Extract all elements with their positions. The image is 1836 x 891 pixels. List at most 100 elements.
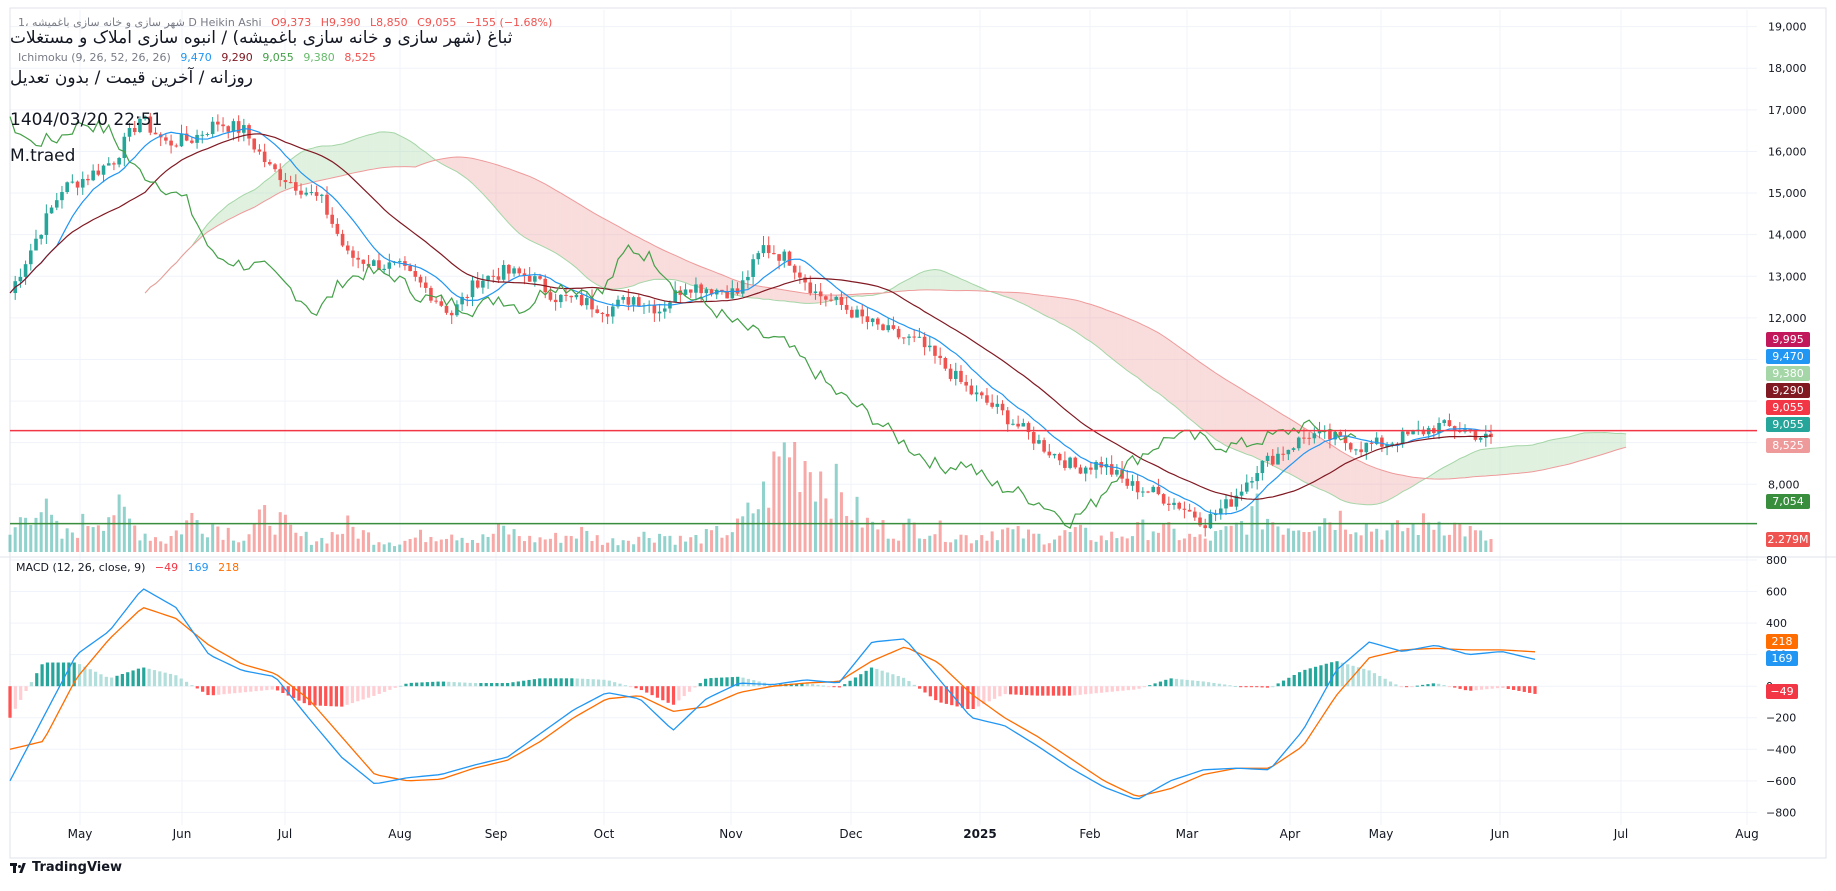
cloud-segment	[1527, 444, 1533, 473]
cloud-segment	[352, 138, 359, 174]
volume-bar	[1177, 540, 1181, 552]
macd-histogram-bar	[1511, 686, 1516, 690]
candle-body	[49, 207, 54, 214]
macd-histogram-bar	[896, 676, 900, 687]
candle-body	[948, 368, 953, 379]
macd-histogram-bar	[1260, 686, 1264, 688]
cloud-segment	[1506, 446, 1512, 475]
macd-histogram-bar	[382, 686, 387, 692]
volume-bar	[1167, 522, 1171, 552]
candle-body	[1115, 470, 1119, 475]
candle-body	[1026, 423, 1031, 433]
cloud-segment	[238, 194, 244, 215]
macd-histogram-bar	[190, 685, 194, 687]
volume-bar	[1489, 539, 1493, 552]
macd-histogram-bar	[270, 686, 274, 690]
volume-bar	[1416, 534, 1420, 552]
cloud-segment	[1215, 373, 1221, 443]
candle-body	[1109, 464, 1114, 475]
candle-body	[309, 192, 314, 194]
macd-histogram-bar	[1490, 686, 1494, 689]
volume-bar	[1354, 532, 1358, 552]
time-tick-label: Jun	[1490, 827, 1510, 841]
cloud-segment	[254, 186, 260, 208]
candle-body	[1057, 453, 1062, 461]
candle-body	[1031, 432, 1036, 444]
candle-body	[138, 118, 142, 133]
candle-body	[1489, 433, 1493, 438]
macd-tick-label: −400	[1766, 743, 1796, 756]
candle-body	[938, 355, 942, 358]
volume-bar	[393, 546, 397, 552]
cloud-segment	[321, 146, 327, 181]
volume-bar	[850, 520, 854, 552]
cloud-segment	[259, 181, 265, 205]
macd-histogram-bar	[1003, 686, 1007, 695]
volume-bar	[96, 525, 100, 552]
symbol-title: ثباغ (شهر سازی و خانه سازی باغمیشه) / ان…	[10, 28, 513, 48]
candle-body	[387, 262, 392, 269]
volume-bar	[1156, 532, 1160, 552]
candle-body	[179, 133, 184, 147]
macd-signal-value: 218	[218, 561, 240, 574]
macd-histogram-bar	[950, 686, 954, 706]
candle-body	[340, 233, 345, 246]
volume-bar	[902, 523, 906, 552]
macd-histogram-bar	[1057, 686, 1061, 696]
candle-body	[1078, 467, 1083, 474]
time-tick-label: Feb	[1079, 827, 1100, 841]
candle-body	[787, 251, 792, 266]
macd-hist-value: −49	[154, 561, 179, 574]
macd-histogram-bar	[1287, 677, 1291, 687]
candle-body	[850, 309, 854, 318]
volume-bar	[112, 515, 116, 552]
cloud-segment	[337, 143, 343, 177]
cloud-segment	[1153, 330, 1159, 394]
volume-bar	[626, 540, 630, 552]
price-label-text: 9,995	[1772, 333, 1804, 346]
cloud-segment	[1262, 401, 1268, 463]
macd-histogram-bar	[1180, 679, 1184, 687]
candle-body	[1447, 420, 1452, 427]
cloud-segment	[306, 148, 312, 184]
candle-body	[621, 297, 625, 300]
cloud-segment	[1568, 435, 1575, 465]
volume-bar	[1016, 526, 1020, 552]
candle-body	[18, 276, 23, 282]
volume-bar	[569, 536, 573, 552]
volume-bar	[1182, 538, 1186, 552]
macd-histogram-bar	[227, 686, 231, 694]
candle-body	[652, 304, 657, 314]
candle-body	[418, 276, 423, 283]
cloud-segment	[399, 135, 405, 167]
cloud-segment	[716, 272, 722, 292]
cloud-segment	[680, 257, 686, 283]
macd-histogram-bar	[661, 686, 665, 701]
candle-body	[595, 309, 600, 313]
candle-body	[449, 312, 454, 316]
cloud-segment	[784, 290, 790, 302]
cloud-segment	[368, 133, 374, 170]
volume-bar	[413, 537, 417, 552]
macd-histogram-bar	[1528, 686, 1532, 693]
macd-histogram-bar	[1372, 673, 1377, 687]
volume-bar	[1349, 534, 1353, 552]
price-label-text: 2.279M	[1768, 533, 1809, 546]
macd-histogram-bar	[94, 671, 98, 687]
candle-body	[70, 181, 75, 183]
tradingview-logo[interactable]: TradingView	[10, 860, 122, 875]
volume-bar	[1120, 536, 1124, 552]
volume-bar	[1292, 530, 1296, 552]
volume-bar	[1037, 533, 1041, 552]
macd-histogram-bar	[1089, 686, 1093, 694]
volume-bar	[1432, 529, 1436, 552]
volume-bar	[1193, 536, 1197, 552]
volume-bar	[1411, 523, 1415, 552]
volume-bar	[938, 520, 942, 552]
macd-histogram-bar	[955, 686, 959, 707]
volume-bar	[1447, 534, 1451, 552]
candle-body	[860, 309, 865, 317]
macd-histogram-bar	[1340, 662, 1344, 687]
